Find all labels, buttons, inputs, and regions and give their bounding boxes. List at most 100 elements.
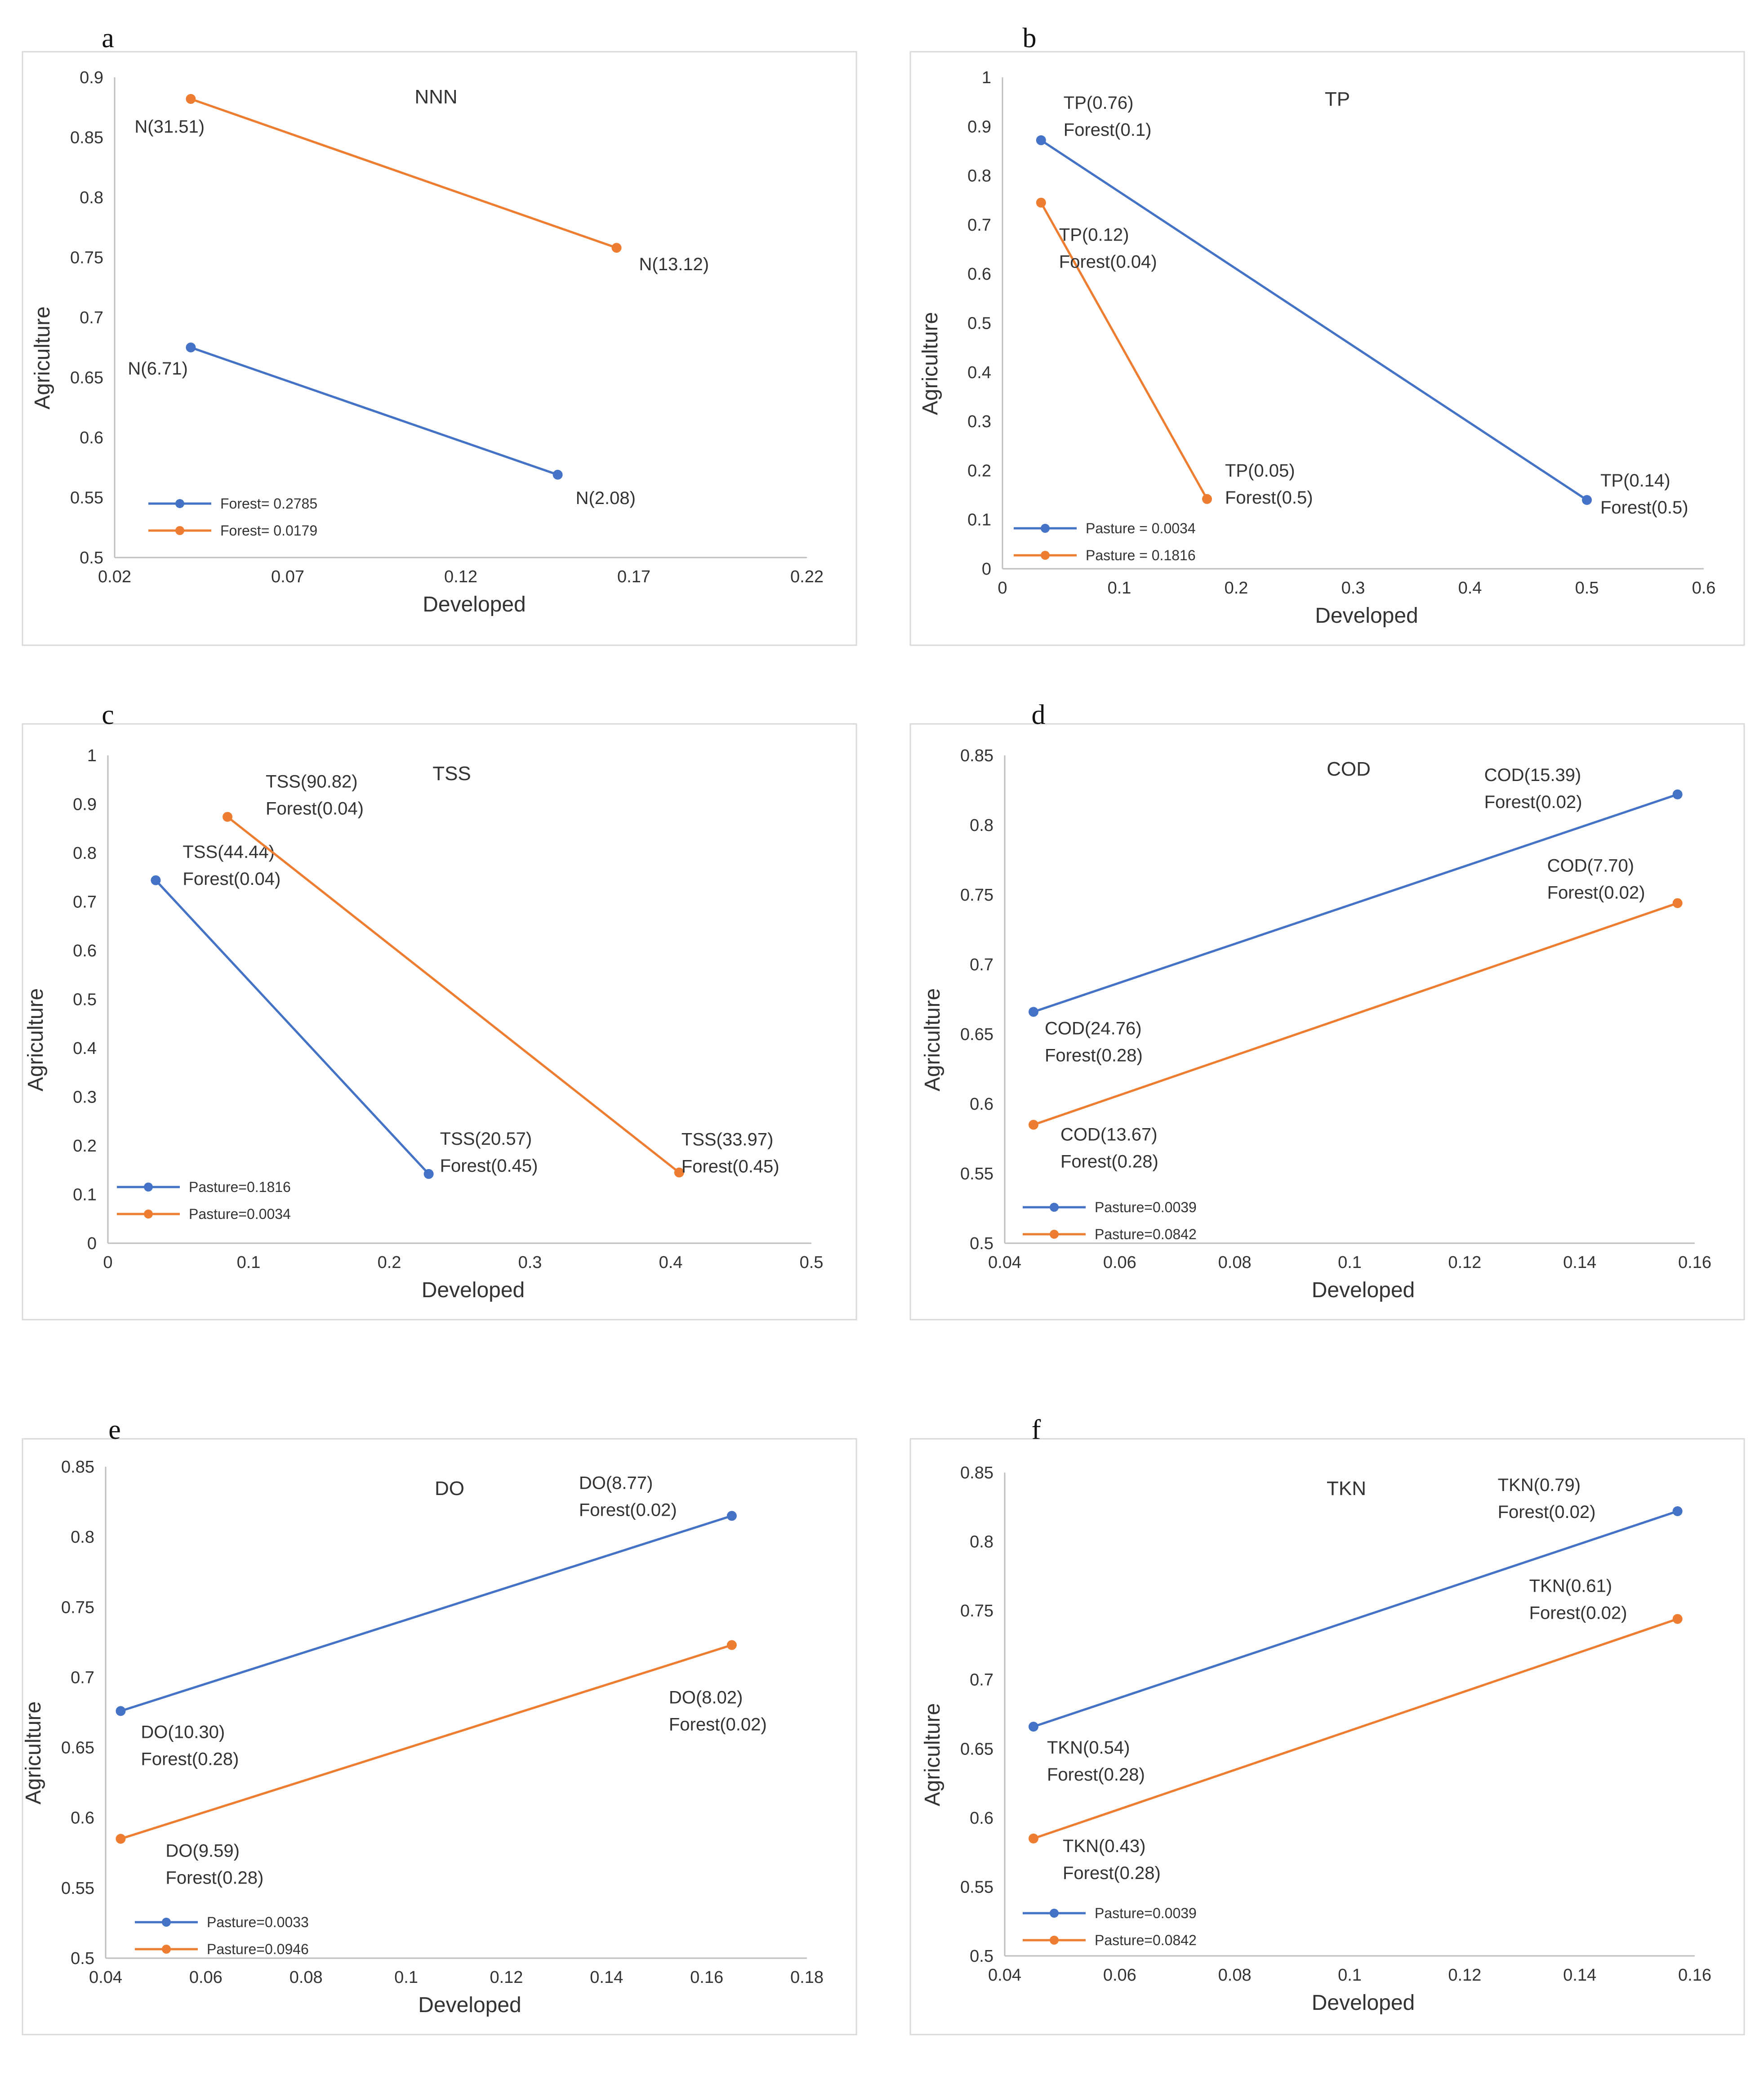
legend-entry: Forest= 0.2785 — [220, 495, 317, 512]
data-point — [423, 1169, 434, 1179]
x-tick-label: 0.5 — [800, 1253, 824, 1272]
x-tick-label: 0.04 — [988, 1966, 1021, 1985]
series-line — [227, 816, 680, 1174]
chart-panel-c: c TSS 0 0.1 0.2 0.3 0.4 0.5 0 0.1 0.2 0.3 0.4 0.5 0.6 0… — [22, 700, 857, 1321]
data-point — [116, 1706, 126, 1716]
data-label: Forest(0.02) — [1484, 792, 1582, 812]
data-point — [1036, 135, 1046, 145]
x-tick-label: 0.17 — [617, 567, 650, 586]
data-label: TP(0.05) — [1225, 461, 1295, 481]
data-label: Forest(0.28) — [1060, 1152, 1158, 1172]
y-tick-label: 0.55 — [70, 489, 103, 508]
series-1: TP(0.76) Forest(0.1) TP(0.14) Forest(0.5) — [1036, 93, 1688, 518]
y-tick-label: 0.55 — [960, 1165, 993, 1183]
legend-swatch-marker — [162, 1918, 171, 1927]
data-label: DO(8.02) — [669, 1688, 743, 1708]
data-point — [1672, 789, 1683, 799]
data-point — [552, 469, 563, 480]
data-label: Forest(0.02) — [1529, 1603, 1627, 1623]
data-label: DO(9.59) — [165, 1841, 240, 1861]
y-tick-label: 0.3 — [73, 1088, 97, 1107]
panel-letter: c — [102, 700, 114, 730]
data-point — [1202, 494, 1212, 504]
series-line — [1033, 1510, 1678, 1728]
x-tick-label: 0.1 — [1338, 1966, 1362, 1985]
x-tick-label: 0.06 — [1103, 1966, 1136, 1985]
y-tick-label: 0.6 — [73, 942, 97, 960]
x-tick-label: 0.06 — [189, 1968, 223, 1987]
chart-panel-b: b TP 0 0.1 0.2 0.3 0.4 0.5 0.6 0 0.1 0.2 0.3 0.4 0.5 0.… — [909, 23, 1745, 646]
x-tick-label: 0.1 — [237, 1253, 261, 1272]
x-axis-title: Developed — [423, 593, 526, 616]
y-tick-label: 0.85 — [61, 1458, 94, 1477]
y-tick-label: 0.6 — [71, 1809, 94, 1828]
data-label: TP(0.12) — [1059, 225, 1129, 245]
y-tick-label: 1 — [87, 746, 97, 765]
legend-swatch-marker — [1050, 1230, 1059, 1239]
data-label: Forest(0.04) — [1059, 252, 1157, 272]
series-1: DO(10.30) Forest(0.28) DO(8.77) Forest(0.02… — [116, 1473, 737, 1769]
legend-swatch-marker — [144, 1183, 153, 1192]
x-tick-label: 0.07 — [271, 567, 304, 586]
y-tick-label: 0.75 — [61, 1598, 94, 1617]
legend-entry: Pasture = 0.1816 — [1086, 547, 1196, 563]
legend-swatch-marker — [162, 1945, 171, 1954]
data-label: DO(10.30) — [141, 1722, 225, 1742]
data-point — [151, 875, 161, 885]
x-axis-title: Developed — [418, 1993, 521, 2017]
panel-frame — [22, 51, 857, 646]
y-tick-label: 0.2 — [73, 1137, 97, 1156]
data-label: TKN(0.54) — [1047, 1738, 1130, 1758]
x-tick-label: 0.1 — [1108, 579, 1131, 598]
legend-entry: Pasture=0.0842 — [1095, 1226, 1197, 1242]
x-tick-label: 0.14 — [590, 1968, 623, 1987]
y-tick-label: 0.65 — [960, 1740, 993, 1759]
legend-entry: Pasture=0.0034 — [189, 1206, 291, 1222]
x-axis-title: Developed — [1312, 1278, 1415, 1302]
x-tick-label: 0 — [998, 579, 1007, 598]
legend-swatch-marker — [1041, 524, 1050, 533]
y-tick-label: 0.5 — [71, 1949, 94, 1968]
panel-letter: b — [1023, 23, 1037, 54]
y-tick-label: 0.7 — [71, 1668, 94, 1687]
series-2: TKN(0.43) Forest(0.28) TKN(0.61) Forest(0.0… — [1028, 1576, 1683, 1883]
plot-title: TKN — [1327, 1477, 1366, 1500]
data-point — [1036, 197, 1046, 208]
legend-entry: Pasture=0.0033 — [207, 1914, 309, 1930]
legend-swatch-marker — [1050, 1203, 1059, 1212]
legend: Pasture = 0.0034 Pasture = 0.1816 — [1014, 520, 1196, 563]
panel-frame — [22, 723, 857, 1321]
data-label: Forest(0.02) — [1498, 1502, 1596, 1522]
panel-letter: f — [1032, 1415, 1041, 1445]
data-label: Forest(0.02) — [579, 1500, 677, 1520]
data-label: Forest(0.02) — [669, 1715, 767, 1735]
y-tick-label: 0.8 — [970, 816, 993, 835]
y-tick-label: 0.7 — [970, 1671, 993, 1690]
y-tick-label: 1 — [982, 68, 991, 87]
data-label: Forest(0.28) — [165, 1868, 263, 1888]
x-tick-label: 0.5 — [1575, 579, 1599, 598]
data-label: N(2.08) — [576, 488, 636, 508]
y-tick-label: 0.8 — [967, 167, 991, 186]
x-tick-label: 0.6 — [1692, 579, 1716, 598]
data-point — [186, 342, 196, 353]
y-tick-label: 0.4 — [73, 1039, 97, 1058]
y-tick-label: 0.7 — [970, 955, 993, 974]
legend-entry: Pasture = 0.0034 — [1086, 520, 1196, 536]
x-tick-label: 0.12 — [1448, 1253, 1481, 1272]
x-tick-label: 0.08 — [290, 1968, 323, 1987]
data-label: TP(0.14) — [1600, 471, 1670, 491]
y-tick-label: 0.5 — [73, 991, 97, 1009]
series-line — [190, 98, 617, 249]
x-tick-label: 0.4 — [659, 1253, 683, 1272]
y-tick-label: 0.3 — [967, 412, 991, 431]
y-tick-label: 0.5 — [970, 1234, 993, 1253]
data-point — [1028, 1007, 1038, 1017]
data-label: TP(0.76) — [1064, 93, 1134, 113]
y-tick-label: 0 — [87, 1234, 97, 1253]
y-tick-label: 0.5 — [970, 1947, 993, 1966]
data-label: COD(7.70) — [1547, 856, 1634, 876]
y-tick-label: 0.4 — [967, 363, 991, 382]
y-tick-label: 0.8 — [71, 1528, 94, 1547]
